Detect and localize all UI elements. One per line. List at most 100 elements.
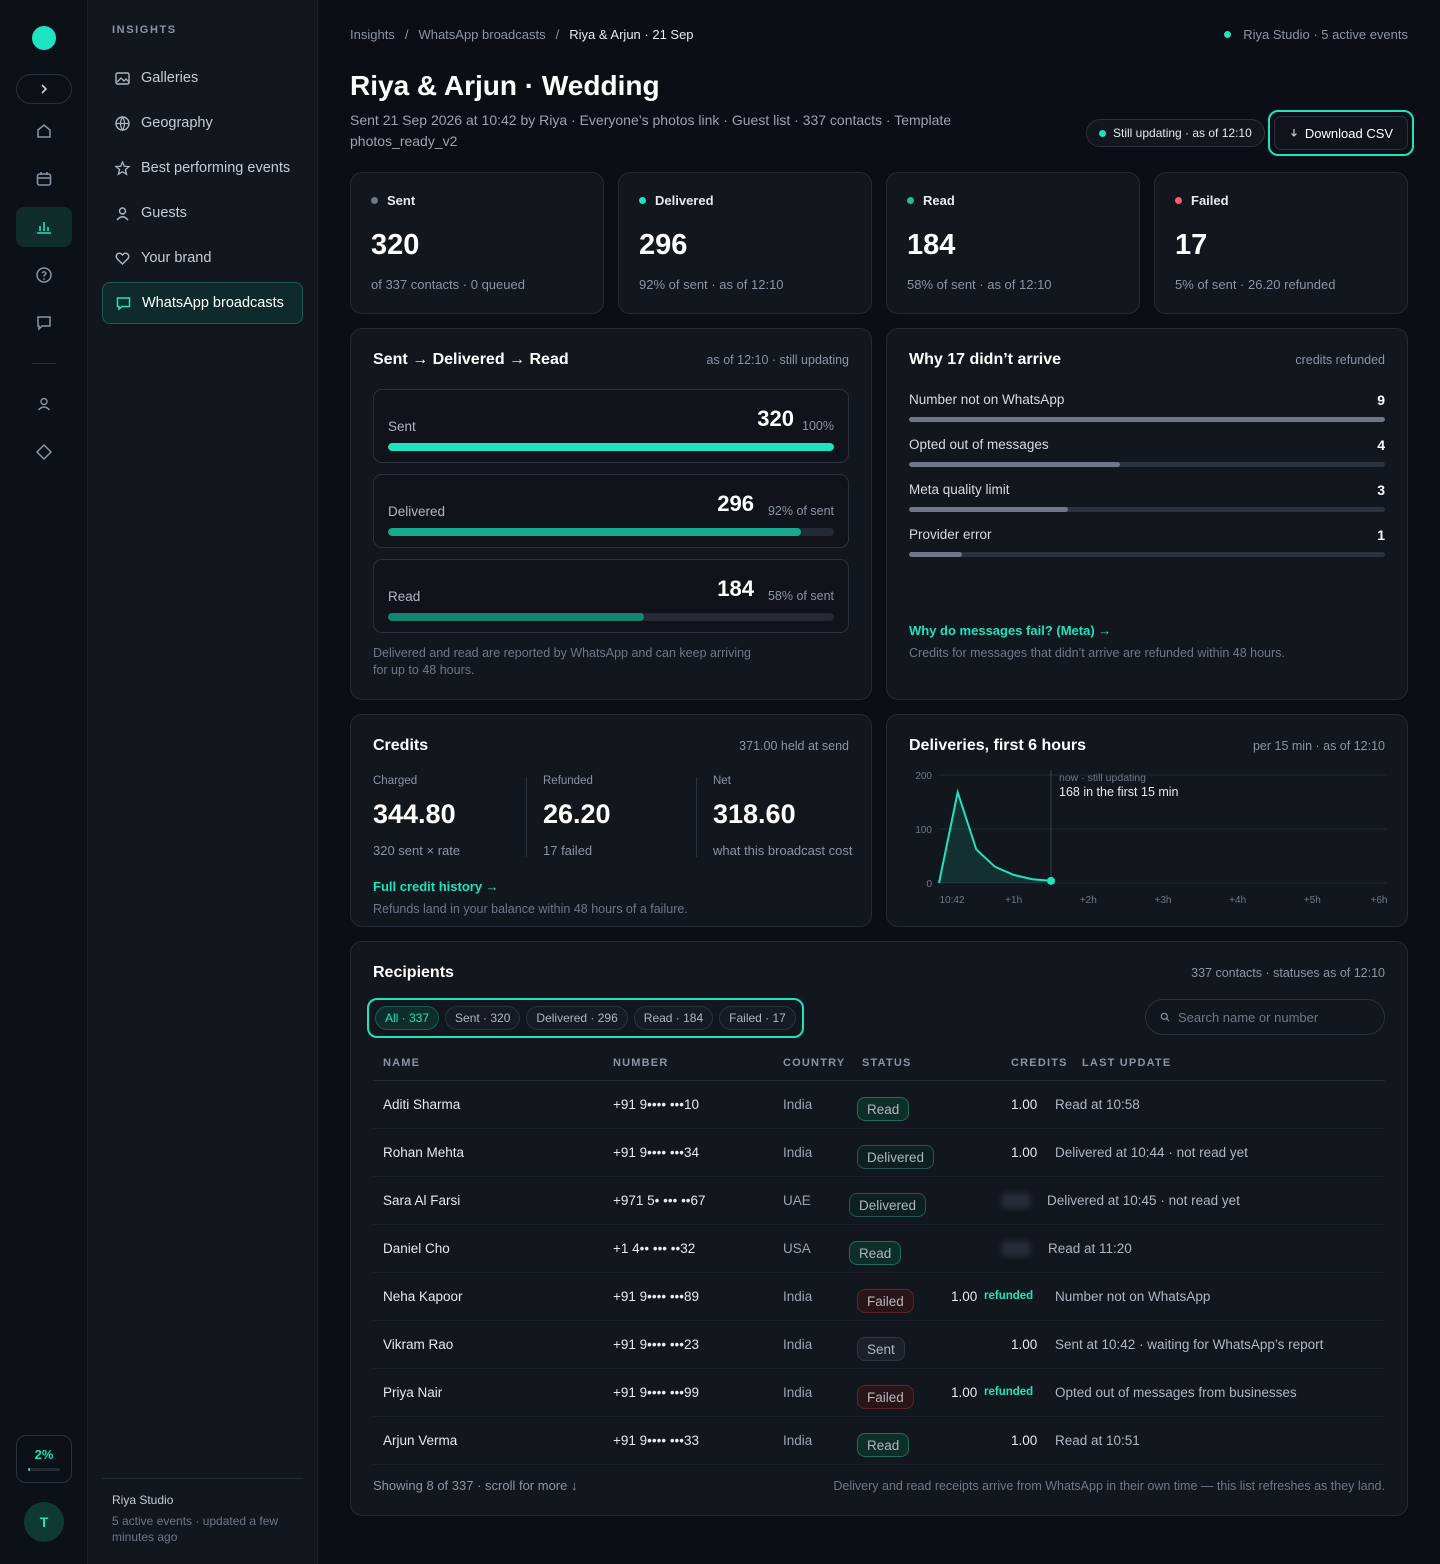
failure-reasons-card: Why 17 didn’t arrive credits refunded Nu… (886, 328, 1408, 700)
credits-title: Credits (373, 737, 429, 754)
recipients-title: Recipients (373, 964, 454, 981)
rail-messages[interactable] (16, 303, 72, 343)
column-last-update[interactable]: LAST UPDATE (1082, 1057, 1172, 1069)
recipient-country: India (783, 1097, 813, 1112)
rail-account[interactable] (16, 384, 72, 424)
showing-count: Showing 8 of 337 · scroll for more ↓ (373, 1478, 578, 1493)
stat-card-sent: Sent 320 of 337 contacts · 0 queued (350, 172, 604, 314)
status-filters: All · 337 Sent · 320 Delivered · 296 Rea… (367, 998, 804, 1038)
sidebar-item-your-brand[interactable]: Your brand (102, 237, 303, 279)
rail-insights[interactable] (16, 207, 72, 247)
table-row[interactable]: Vikram Rao +91 9•••• •••23 India Sent 1.00 Se… (373, 1321, 1385, 1369)
sidebar-item-label: Geography (141, 115, 213, 131)
breadcrumb-whatsapp-broadcasts[interactable]: WhatsApp broadcasts (418, 27, 546, 42)
filter-all[interactable]: All · 337 (375, 1006, 440, 1030)
status-dot (907, 197, 914, 204)
funnel-note: as of 12:10 · still updating (706, 353, 849, 367)
table-row[interactable]: Neha Kapoor +91 9•••• •••89 India Failed 1.0… (373, 1273, 1385, 1321)
failure-title: Why 17 didn’t arrive (909, 351, 1062, 368)
download-csv-button[interactable]: Download CSV (1274, 116, 1408, 150)
y-tick-label: 200 (915, 771, 932, 782)
column-name[interactable]: NAME (383, 1057, 421, 1069)
recipient-credits: 1.00 (951, 1385, 978, 1400)
expand-button[interactable] (16, 74, 72, 104)
rail-home[interactable] (16, 111, 72, 151)
sidebar-section-title: INSIGHTS (112, 24, 177, 36)
filter-sent[interactable]: Sent · 320 (445, 1006, 521, 1030)
filter-delivered[interactable]: Delivered · 296 (526, 1006, 628, 1030)
recipient-country: India (783, 1433, 813, 1448)
broadcast-subtitle: Sent 21 Sep 2026 at 10:42 by Riya · Ever… (350, 112, 952, 149)
failure-row: Meta quality limit 3 (909, 482, 1385, 512)
download-csv-highlight: Download CSV (1268, 110, 1414, 156)
table-row[interactable]: Rohan Mehta +91 9•••• •••34 India Delivered… (373, 1129, 1385, 1177)
failure-count: 3 (1377, 482, 1385, 498)
filter-read[interactable]: Read · 184 (633, 1006, 714, 1030)
failure-bar-fill (909, 552, 962, 557)
deliveries-title: Deliveries, first 6 hours (909, 737, 1086, 754)
recipient-number: +971 5• ••• ••67 (613, 1193, 706, 1208)
sidebar-item-galleries[interactable]: Galleries (102, 57, 303, 99)
credits-charged: Charged 344.80 320 sent × rate (373, 775, 533, 858)
recipient-number: +91 9•••• •••23 (613, 1337, 700, 1352)
sidebar-item-label: Your brand (141, 250, 212, 266)
table-row[interactable]: Priya Nair +91 9•••• •••99 India Failed 1.00… (373, 1369, 1385, 1417)
funnel-pct: 92% of sent (767, 504, 834, 518)
rail-premium[interactable] (16, 432, 72, 472)
deliveries-chart: 200 100 0 10:42 +1h +2h +3h +4h +5h +6h now · stil… (915, 770, 1387, 906)
user-icon (116, 206, 129, 220)
table-row[interactable]: Aditi Sharma +91 9•••• •••10 India Read 1.00… (373, 1081, 1385, 1129)
breadcrumb-insights[interactable]: Insights (350, 27, 395, 42)
column-status[interactable]: STATUS (862, 1057, 912, 1069)
table-header-divider (373, 1080, 1385, 1081)
logo[interactable] (32, 26, 56, 50)
funnel-value: 320 (757, 406, 794, 431)
column-number[interactable]: NUMBER (613, 1057, 669, 1069)
recipient-number: +1 4•• ••• ••32 (613, 1241, 696, 1256)
usage-label: 2% (34, 1447, 54, 1462)
stat-sub: 58% of sent · as of 12:10 (907, 277, 1052, 292)
filter-failed[interactable]: Failed · 17 (719, 1006, 796, 1030)
sidebar-item-best-performing[interactable]: Best performing events (102, 147, 303, 189)
studio-status-text: Riya Studio · 5 active events (1243, 27, 1408, 42)
x-tick-label: +2h (1080, 895, 1097, 906)
funnel-bar-track (388, 528, 834, 536)
status-badge: Delivered (849, 1193, 927, 1217)
rail-help[interactable] (16, 255, 72, 295)
failure-bar-track (909, 417, 1385, 422)
meta-failure-link[interactable]: Why do messages fail? (Meta) → (909, 623, 1112, 638)
sidebar-item-guests[interactable]: Guests (102, 192, 303, 234)
recipient-credits: 1.00 (1011, 1097, 1038, 1112)
stat-label: Read (907, 193, 955, 208)
sidebar-item-label: Galleries (141, 70, 199, 86)
table-row[interactable]: Arjun Verma +91 9•••• •••33 India Read 1.00 R… (373, 1417, 1385, 1465)
funnel-bar-fill (388, 528, 801, 536)
y-tick-label: 0 (926, 879, 932, 890)
series-line (938, 788, 1052, 884)
failure-bar-fill (909, 507, 1068, 512)
sidebar-item-geography[interactable]: Geography (102, 102, 303, 144)
column-credits[interactable]: CREDITS (1011, 1057, 1068, 1069)
funnel-bar-track (388, 443, 834, 451)
status-badge: Read (857, 1097, 910, 1121)
table-row[interactable]: Sara Al Farsi +971 5• ••• ••67 UAE Delivere… (373, 1177, 1385, 1225)
failure-bar-track (909, 552, 1385, 557)
column-country[interactable]: COUNTRY (783, 1057, 846, 1069)
recipient-last-update: Delivered at 10:45 · not read yet (1047, 1193, 1240, 1208)
credits-card: Credits 371.00 held at send Charged 344.… (350, 714, 872, 927)
failure-bar-track (909, 507, 1385, 512)
credit-history-link[interactable]: Full credit history → (373, 879, 499, 894)
rail-calendar[interactable] (16, 159, 72, 199)
status-dot (371, 197, 378, 204)
avatar[interactable]: T (24, 1502, 64, 1542)
search-input[interactable]: Search name or number (1145, 999, 1385, 1035)
status-badge: Failed (857, 1289, 914, 1313)
failure-reason: Number not on WhatsApp (909, 392, 1065, 407)
credits-refunded: Refunded 26.20 17 failed (543, 775, 703, 858)
stat-sub: 5% of sent · 26.20 refunded (1175, 277, 1336, 292)
table-row[interactable]: Daniel Cho +1 4•• ••• ••32 USA Read Read at … (373, 1225, 1385, 1273)
sidebar-item-whatsapp-broadcasts[interactable]: WhatsApp broadcasts (102, 282, 303, 324)
calendar-icon (36, 172, 52, 186)
storage-usage[interactable]: 2% (16, 1435, 72, 1483)
recipient-name: Sara Al Farsi (383, 1193, 461, 1208)
